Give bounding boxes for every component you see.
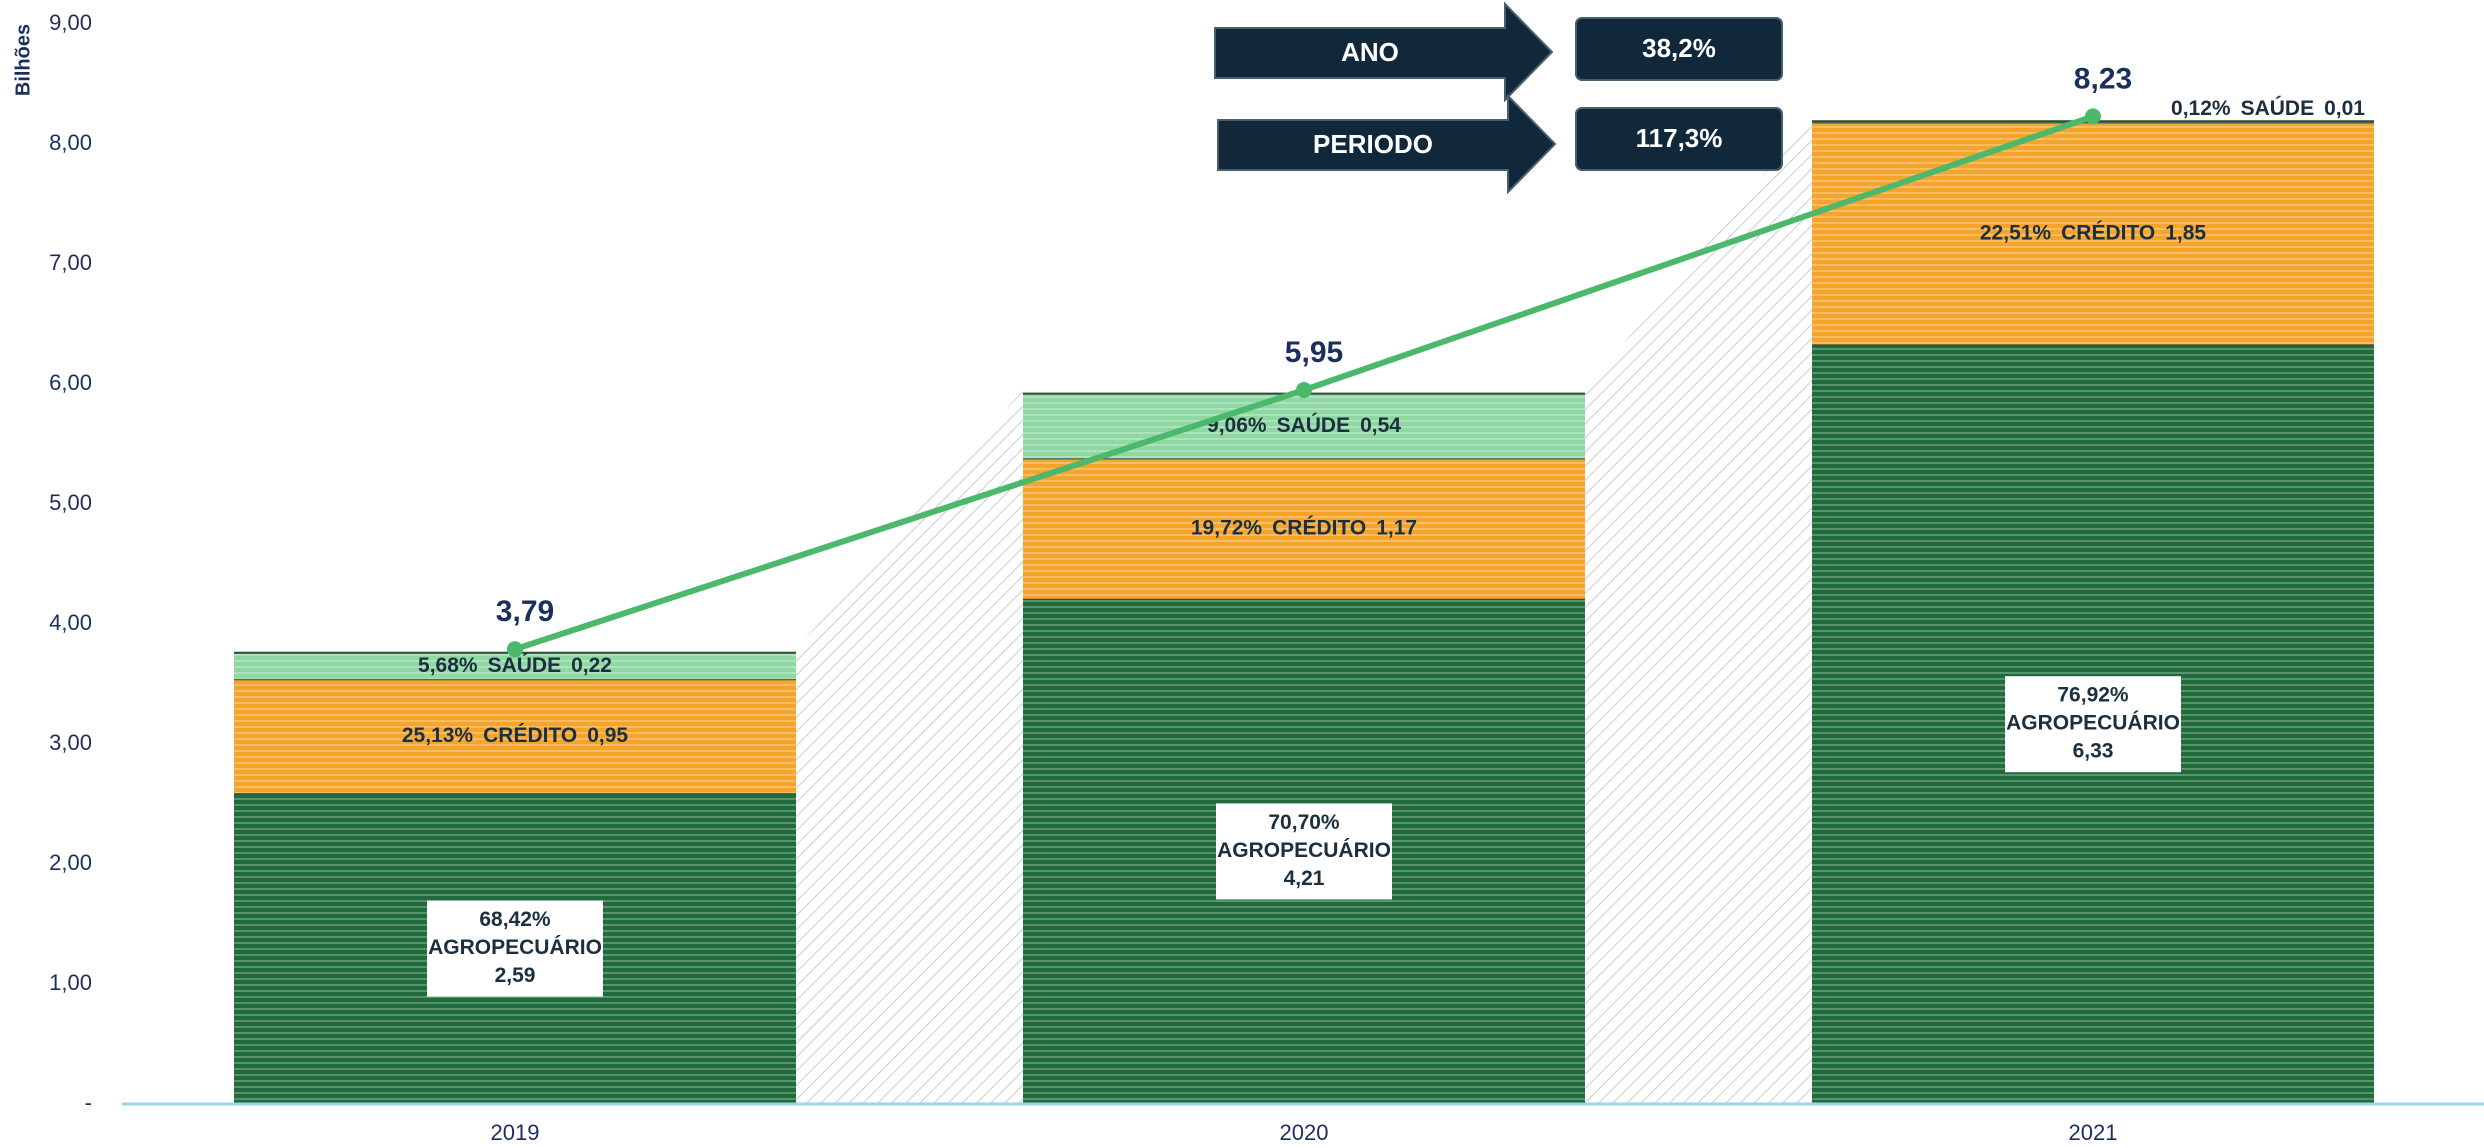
bar-segment xyxy=(1812,122,2374,345)
bar-segment xyxy=(1023,458,1585,599)
y-tick-label: - xyxy=(85,1090,92,1115)
y-tick-label: 4,00 xyxy=(49,610,92,635)
y-tick-label: 9,00 xyxy=(49,10,92,35)
total-label: 8,23 xyxy=(2074,62,2132,95)
annotation-box xyxy=(1575,107,1783,171)
connector-area xyxy=(1585,116,1812,1104)
segment-label-part: CRÉDITO xyxy=(1272,516,1366,539)
segment-label-text: 2,59 xyxy=(495,964,536,987)
y-tick-label: 7,00 xyxy=(49,250,92,275)
segment-label-text: AGROPECUÁRIO xyxy=(1217,839,1391,862)
segment-label-part: 0,12% xyxy=(2171,97,2231,120)
y-axis-label: Bilhões xyxy=(12,24,34,96)
bar-segment xyxy=(234,679,796,794)
y-tick-label: 8,00 xyxy=(49,130,92,155)
annotation-value: 38,2% xyxy=(1642,33,1716,63)
segment-label: 5,68% SAÚDE 0,22 xyxy=(418,653,612,677)
segment-label: 22,51% CRÉDITO 1,85 xyxy=(1980,221,2207,244)
segment-label-part: 19,72% xyxy=(1191,516,1263,539)
total-point xyxy=(2085,108,2101,125)
segment-label-part: 0,01 xyxy=(2324,97,2365,120)
segment-label: 70,70% AGROPECUÁRIO 4,21 xyxy=(1216,803,1392,900)
segment-label-part: 0,95 xyxy=(587,724,628,747)
total-label: 3,79 xyxy=(496,595,554,628)
label-box xyxy=(1216,803,1392,900)
total-point xyxy=(1296,382,1312,398)
x-tick-label: 2019 xyxy=(491,1120,540,1145)
label-box xyxy=(2005,676,2181,773)
segment-label-part: SAÚDE xyxy=(488,653,562,677)
x-tick-label: 2021 xyxy=(2069,1120,2118,1145)
segment-label-text: 6,33 xyxy=(2073,740,2114,763)
x-tick-label: 2020 xyxy=(1280,1120,1329,1145)
segment-label-part: 1,17 xyxy=(1376,516,1417,539)
segment-label-part: CRÉDITO xyxy=(483,724,577,747)
segment-label: 68,42% AGROPECUÁRIO 2,59 xyxy=(427,900,603,997)
segment-label-text: 76,92% xyxy=(2057,684,2129,707)
y-tick-label: 2,00 xyxy=(49,850,92,875)
annotation-box xyxy=(1575,17,1783,81)
segment-label: 25,13% CRÉDITO 0,95 xyxy=(402,724,629,747)
segment-label-text: 70,70% xyxy=(1268,811,1340,834)
segment-label-part: 25,13% xyxy=(402,724,474,747)
segment-label-part: 22,51% xyxy=(1980,221,2052,244)
total-label: 5,95 xyxy=(1285,336,1343,369)
segment-label: 9,06% SAÚDE 0,54 xyxy=(1207,413,1401,437)
segment-label-text: 4,21 xyxy=(1284,867,1325,890)
bar-segment xyxy=(1023,393,1585,459)
annotation-label: PERIODO xyxy=(1313,129,1433,159)
segment-label-part: 1,85 xyxy=(2165,221,2206,244)
y-tick-label: 5,00 xyxy=(49,490,92,515)
y-tick-label: 3,00 xyxy=(49,730,92,755)
y-tick-label: 6,00 xyxy=(49,370,92,395)
segment-label-part: SAÚDE xyxy=(2241,96,2315,120)
segment-label: 19,72% CRÉDITO 1,17 xyxy=(1191,516,1417,539)
segment-label-part: 0,54 xyxy=(1360,414,1401,437)
segment-label-part: CRÉDITO xyxy=(2061,221,2155,244)
total-point xyxy=(507,641,523,658)
annotation-arrow xyxy=(1217,93,1557,195)
segment-label-part: SAÚDE xyxy=(1277,413,1351,437)
annotation-label: ANO xyxy=(1341,37,1399,67)
connector-area xyxy=(796,390,1023,1104)
segment-label-part: 5,68% xyxy=(418,654,478,677)
label-box xyxy=(427,900,603,997)
segment-label: 0,12% SAÚDE 0,01 xyxy=(2171,96,2365,120)
y-tick-label: 1,00 xyxy=(49,970,92,995)
segment-label-text: AGROPECUÁRIO xyxy=(428,936,602,959)
annotation-arrow xyxy=(1214,1,1554,103)
segment-label-part: 0,22 xyxy=(571,654,612,677)
segment-label: 76,92% AGROPECUÁRIO 6,33 xyxy=(2005,676,2181,773)
segment-label-text: AGROPECUÁRIO xyxy=(2006,712,2180,735)
annotation-value: 117,3% xyxy=(1636,123,1723,153)
segment-label-text: 68,42% xyxy=(479,908,551,931)
